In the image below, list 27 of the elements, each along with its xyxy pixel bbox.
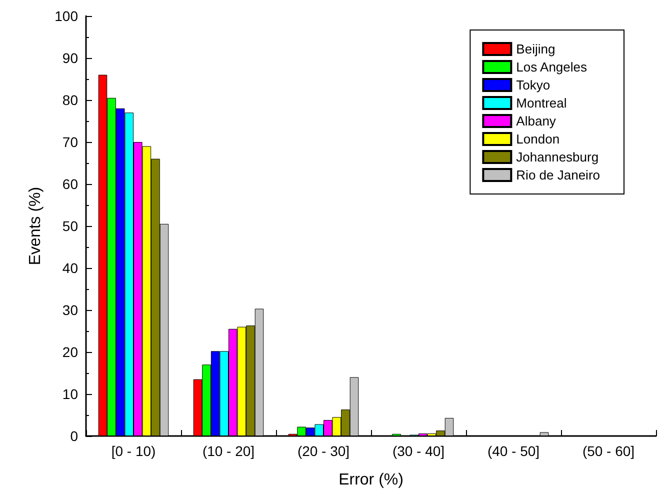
legend-label: Tokyo [516,78,550,92]
x-tick-label: (20 - 30] [297,443,350,459]
legend-label: London [516,132,560,146]
y-tick-label: 50 [62,218,78,234]
y-tick-label: 30 [62,302,78,318]
x-tick-label: (30 - 40] [392,443,445,459]
x-tick-label: (50 - 60] [582,443,635,459]
y-tick-label: 60 [62,176,78,192]
legend-label: Montreal [516,96,567,110]
y-tick-label: 10 [62,386,78,402]
y-tick-label: 20 [62,344,78,360]
x-axis-title: Error (%) [338,472,404,488]
y-tick-label: 40 [62,260,78,276]
y-tick-label: 0 [70,428,78,444]
y-tick-label: 100 [54,8,78,24]
legend-label: Los Angeles [516,60,588,74]
legend-label: Beijing [516,42,556,56]
legend-label: Albany [516,114,556,128]
y-axis-title: Events (%) [27,186,44,266]
y-tick-label: 80 [62,92,78,108]
legend-label: Johannesburg [516,150,599,164]
x-tick-label: (40 - 50] [487,443,540,459]
y-tick-label: 90 [62,50,78,66]
y-tick-label: 70 [62,134,78,150]
x-tick-label: [0 - 10) [111,443,156,459]
x-tick-label: (10 - 20] [202,443,255,459]
legend-label: Rio de Janeiro [516,168,600,182]
